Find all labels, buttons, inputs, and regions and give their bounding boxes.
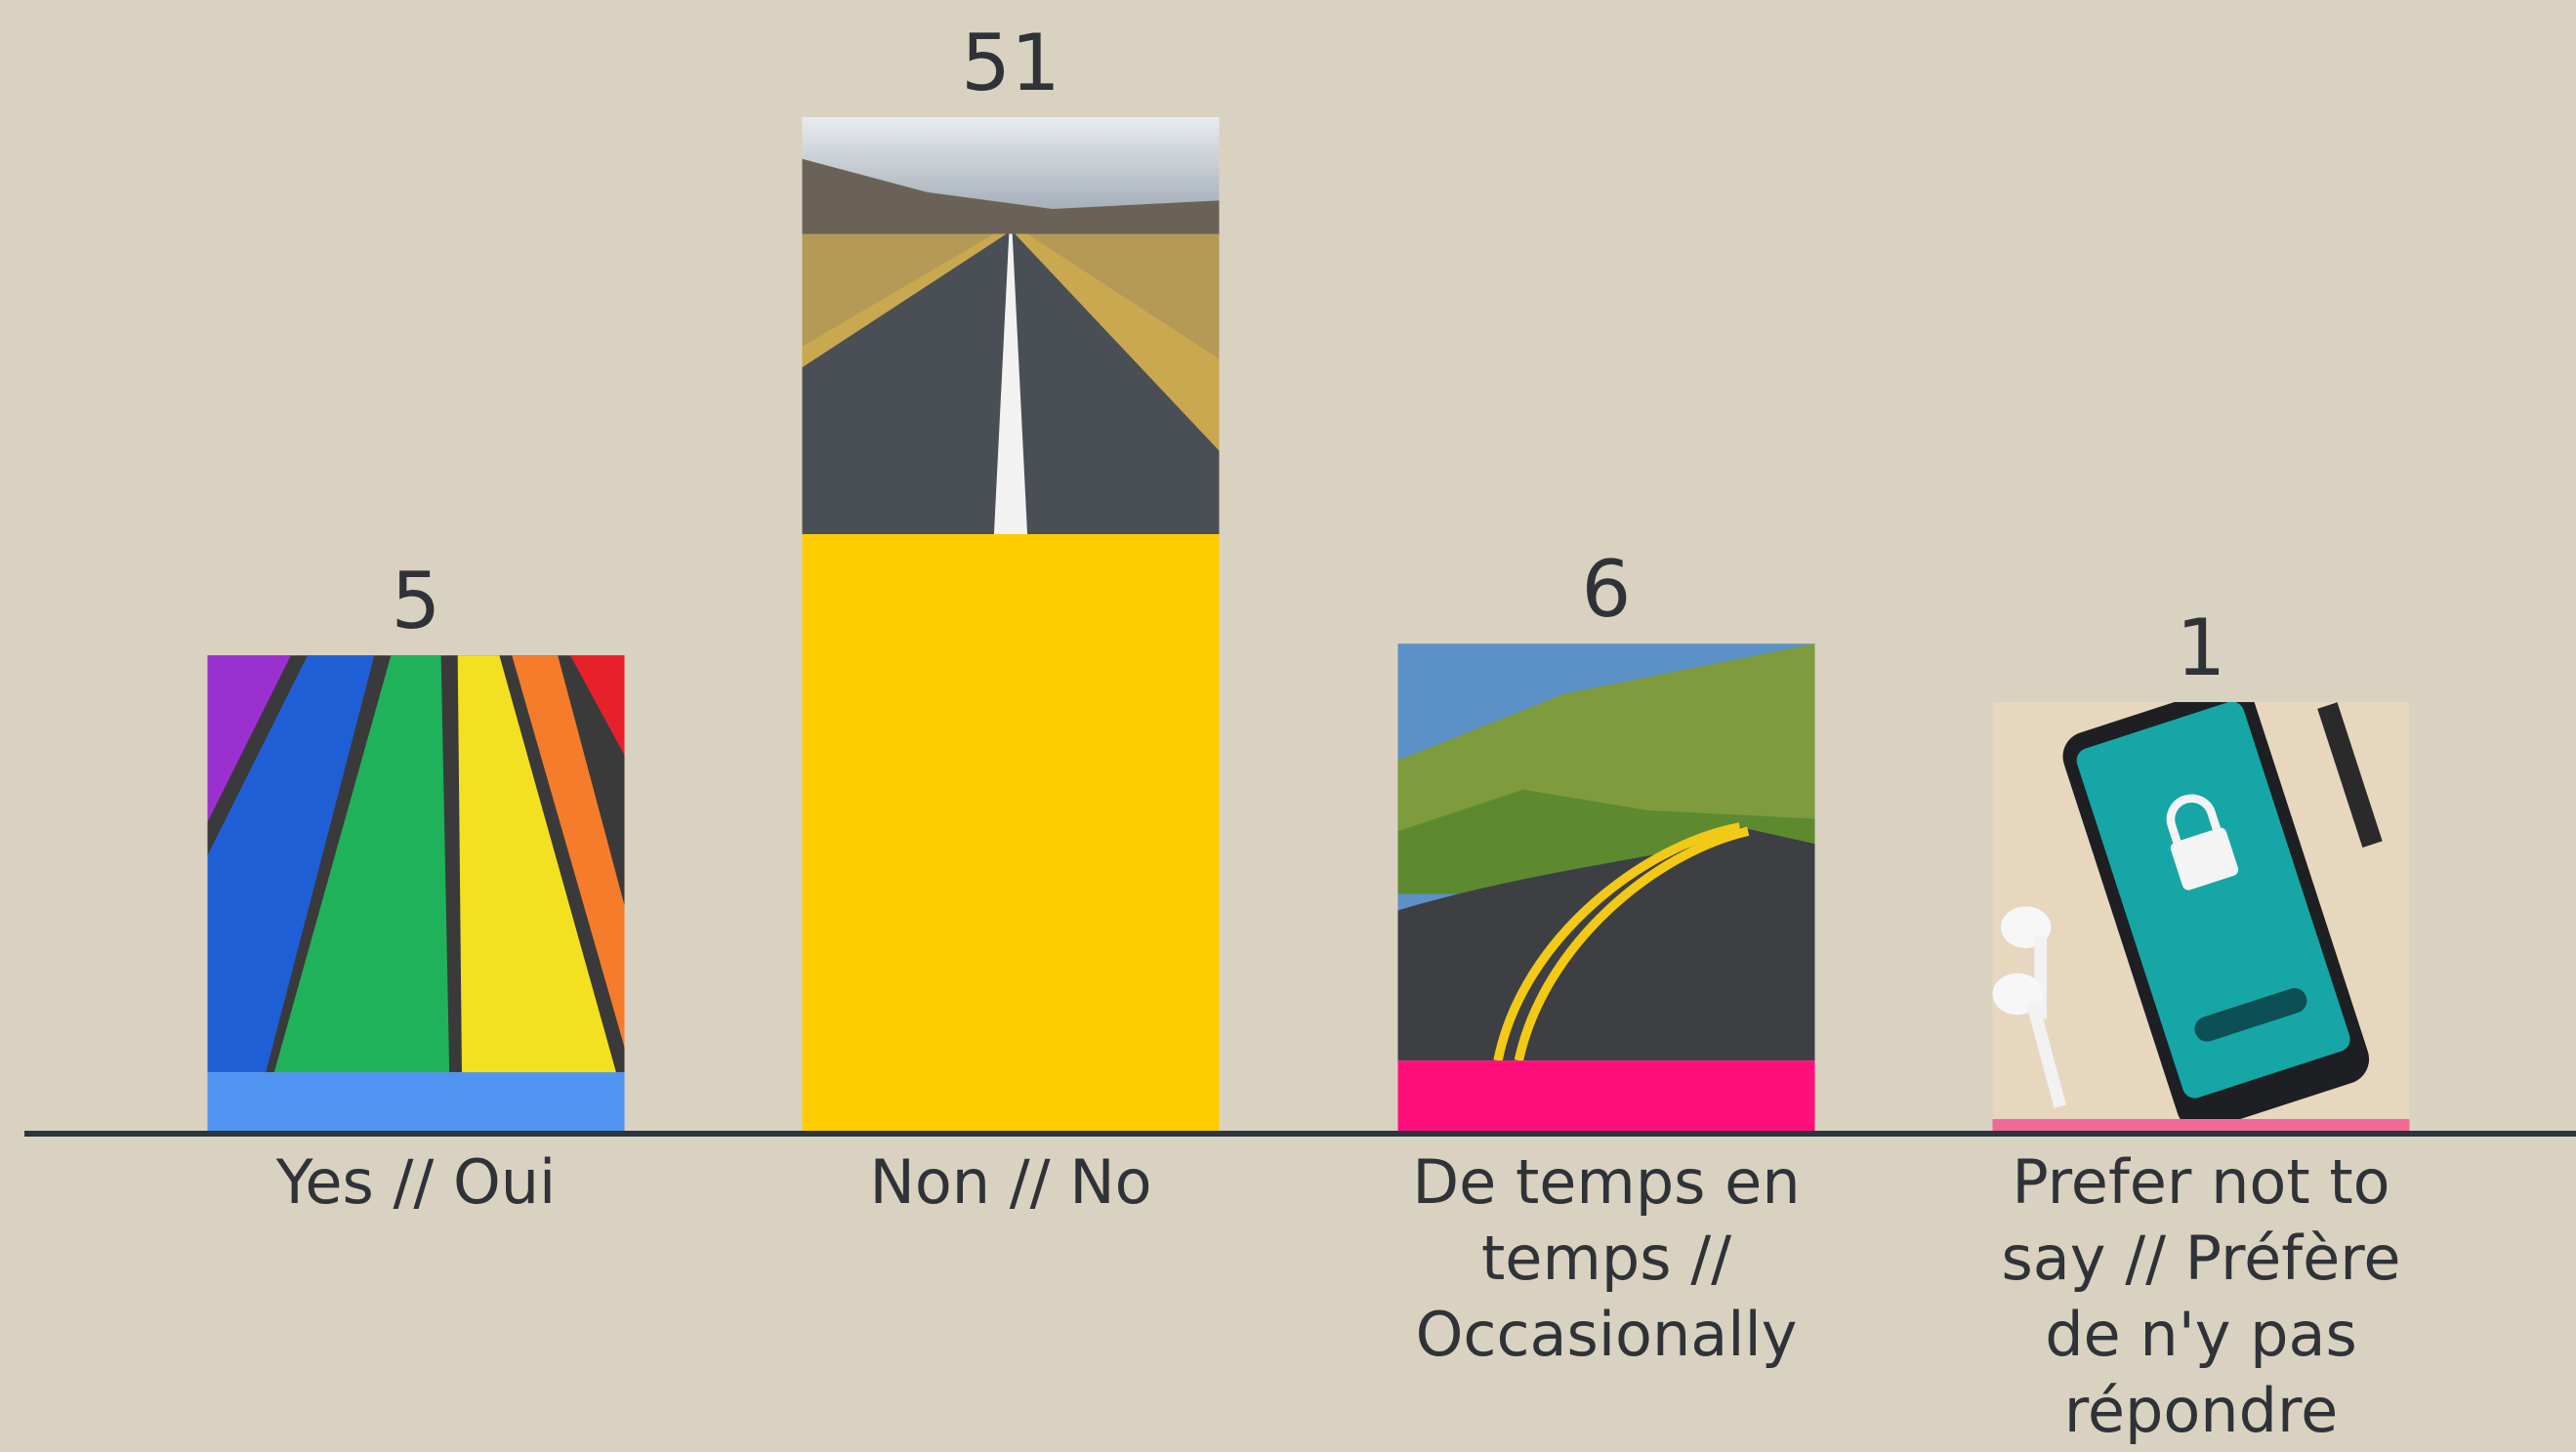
bar-image xyxy=(802,117,1220,534)
bar-image xyxy=(207,655,625,1073)
value-label: 51 xyxy=(961,18,1060,108)
bar xyxy=(1397,1060,1815,1131)
category-label: De temps en temps // Occasionally xyxy=(1412,1146,1801,1370)
bar-image xyxy=(1398,643,1815,1060)
category-label: Prefer not to say // Préfère de n'y pas … xyxy=(2001,1146,2401,1446)
bar xyxy=(1992,1119,2410,1131)
category-label: Yes // Oui xyxy=(275,1146,557,1218)
value-label: 6 xyxy=(1582,544,1632,635)
category-label: Non // No xyxy=(869,1146,1152,1218)
bar xyxy=(802,534,1220,1131)
value-label: 1 xyxy=(2177,602,2226,693)
bar xyxy=(207,1072,625,1131)
bar-image xyxy=(1993,679,2410,1137)
value-label: 5 xyxy=(392,556,441,646)
